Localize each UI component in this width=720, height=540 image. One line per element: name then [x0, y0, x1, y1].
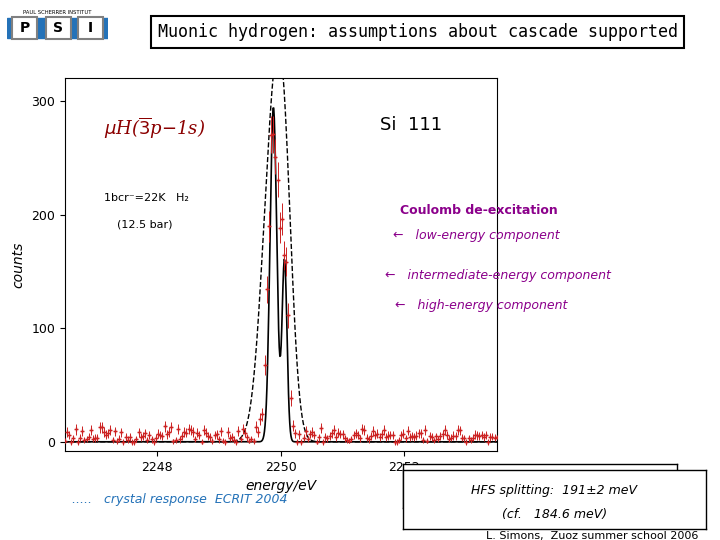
Text: P: P — [19, 21, 30, 35]
Text: HFS splitting:  191±2 meV: HFS splitting: 191±2 meV — [472, 484, 637, 497]
Text: (12.5 bar): (12.5 bar) — [117, 219, 172, 230]
Text: ←   intermediate-energy component: ← intermediate-energy component — [385, 268, 611, 281]
Bar — [7, 18, 108, 38]
Text: 1bcr⁻=22K   H₂: 1bcr⁻=22K H₂ — [104, 193, 189, 203]
Text: (cf.   184.6 meV): (cf. 184.6 meV) — [502, 508, 607, 521]
Text: Coulomb de-excitation: Coulomb de-excitation — [400, 204, 558, 217]
Y-axis label: counts: counts — [12, 241, 26, 288]
X-axis label: energy/eV: energy/eV — [246, 479, 316, 493]
Text: ←   high-energy component: ← high-energy component — [395, 299, 567, 312]
Text: I: I — [88, 21, 93, 35]
Text: $\mu$H($\overline{3}$p$-$1s): $\mu$H($\overline{3}$p$-$1s) — [104, 116, 205, 141]
Text: Si  111: Si 111 — [380, 116, 442, 133]
FancyBboxPatch shape — [12, 17, 37, 39]
Text: triplet / singlet = 3.02±0.2: triplet / singlet = 3.02±0.2 — [456, 480, 624, 492]
Text: .....   crystal response  ECRIT 2004: ..... crystal response ECRIT 2004 — [72, 493, 287, 506]
Text: ←   low-energy component: ← low-energy component — [393, 228, 559, 241]
Text: S: S — [53, 21, 63, 35]
Text: PAUL SCHERRER INSTITUT: PAUL SCHERRER INSTITUT — [23, 10, 92, 15]
Text: Muonic hydrogen: assumptions about cascade supported: Muonic hydrogen: assumptions about casca… — [158, 23, 678, 41]
FancyBboxPatch shape — [78, 17, 103, 39]
FancyBboxPatch shape — [45, 17, 71, 39]
Text: L. Simons,  Zuoz summer school 2006: L. Simons, Zuoz summer school 2006 — [486, 531, 698, 540]
